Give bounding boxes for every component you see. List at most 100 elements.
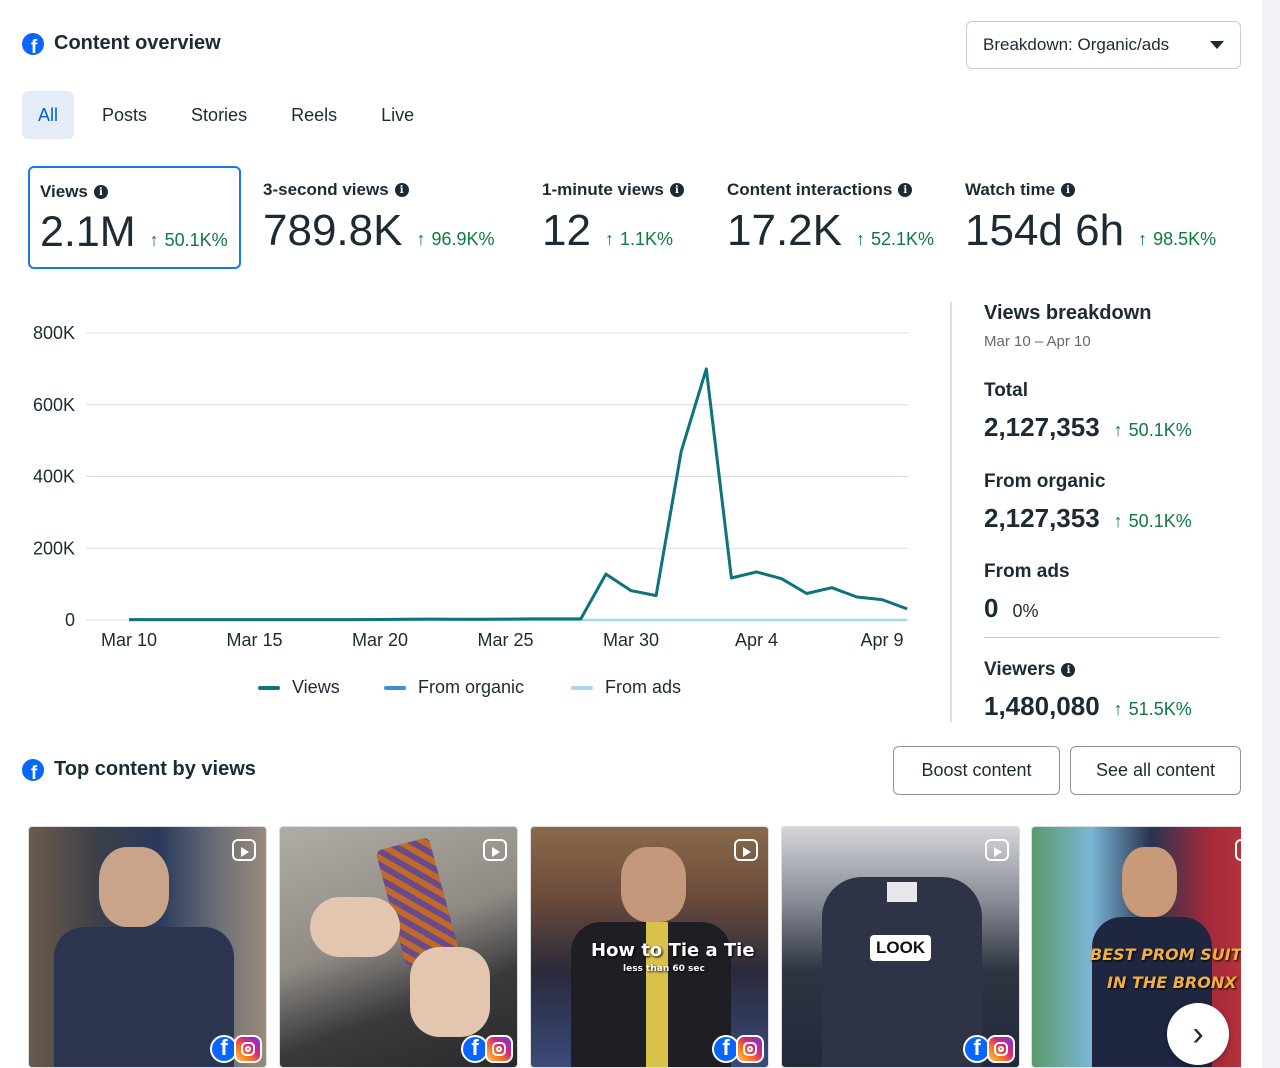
- tab-reels[interactable]: Reels: [291, 104, 338, 125]
- platform-badges: f: [461, 1035, 513, 1063]
- breakdown-ads: From ads 0 0%: [984, 561, 1070, 624]
- info-icon[interactable]: i: [93, 185, 108, 199]
- tab-stories[interactable]: Stories: [191, 104, 248, 125]
- legend-swatch: [258, 685, 280, 690]
- facebook-icon: f: [461, 1035, 489, 1063]
- legend-item-from-organic[interactable]: From organic: [384, 677, 524, 698]
- content-thumbnail[interactable]: f: [28, 826, 267, 1068]
- metric-card-watch-time[interactable]: Watch time i 154d 6h ↑ 98.5K%: [955, 166, 1245, 269]
- content-thumbnail[interactable]: How to Tie a Tie less than 60 sec f: [530, 826, 769, 1068]
- facebook-icon: f: [22, 32, 44, 55]
- instagram-icon: [234, 1035, 262, 1063]
- arrow-up-icon: ↑: [1113, 699, 1123, 719]
- thumbnail-figure: [310, 897, 400, 957]
- reel-icon: [232, 839, 256, 861]
- info-icon[interactable]: i: [1061, 183, 1076, 197]
- info-icon[interactable]: i: [1061, 663, 1076, 677]
- breakdown-dropdown-label: Breakdown: Organic/ads: [983, 35, 1170, 54]
- thumbnail-subcaption: less than 60 sec: [623, 964, 705, 974]
- arrow-up-icon: ↑: [604, 229, 614, 249]
- section-title: Top content by views: [54, 758, 256, 780]
- metric-value: 2.1M ↑ 50.1K%: [40, 208, 228, 256]
- arrow-up-icon: ↑: [416, 229, 426, 249]
- metric-label: Watch time i: [965, 180, 1076, 200]
- tab-posts[interactable]: Posts: [102, 104, 148, 125]
- reel-icon: [1235, 839, 1241, 861]
- metric-card-1-minute-views[interactable]: 1-minute views i 12 ↑ 1.1K%: [532, 166, 707, 269]
- metric-label: 1-minute views i: [542, 180, 684, 200]
- caret-down-icon: [1210, 41, 1224, 49]
- breakdown-total: Total 2,127,353 ↑ 50.1K%: [984, 380, 1192, 443]
- y-tick-label: 0: [65, 610, 75, 630]
- thumbnail-caption: How to Tie a Tie: [591, 940, 755, 961]
- metric-delta: ↑ 98.5K%: [1138, 229, 1217, 249]
- top-content-header: f Top content by views: [22, 758, 256, 781]
- content-thumbnail[interactable]: f: [279, 826, 518, 1068]
- metric-label: Views i: [40, 182, 108, 202]
- facebook-icon: f: [22, 758, 44, 781]
- x-tick-label: Apr 9: [860, 630, 903, 650]
- boost-content-button[interactable]: Boost content: [893, 746, 1060, 795]
- tab-all[interactable]: All: [22, 91, 75, 139]
- thumbnail-caption: LOOK: [870, 935, 932, 961]
- metric-delta: ↑ 50.1K%: [149, 230, 228, 250]
- info-icon[interactable]: i: [669, 183, 684, 197]
- legend-swatch: [571, 685, 593, 690]
- thumbnail-figure: [99, 847, 169, 927]
- y-tick-label: 400K: [33, 467, 75, 487]
- breakdown-organic-value: 2,127,353 ↑ 50.1K%: [984, 503, 1192, 533]
- metric-card-3-second-views[interactable]: 3-second views i 789.8K ↑ 96.9K%: [253, 166, 523, 269]
- thumbnail-figure: [621, 847, 686, 922]
- breakdown-dropdown[interactable]: Breakdown: Organic/ads: [966, 21, 1241, 69]
- breakdown-delta: ↑ 50.1K%: [1113, 511, 1192, 531]
- metric-value: 17.2K ↑ 52.1K%: [727, 206, 935, 255]
- tab-live[interactable]: Live: [381, 104, 415, 125]
- info-icon[interactable]: i: [394, 183, 409, 197]
- breakdown-title: Views breakdown: [984, 302, 1152, 324]
- breakdown-organic-label: From organic: [984, 471, 1106, 492]
- views-line-chart: 0 200K 400K 600K 800K Mar 10 Mar 15 Mar 20 Mar 2…: [33, 323, 908, 650]
- instagram-icon: [485, 1035, 513, 1063]
- legend-item-views[interactable]: Views: [258, 677, 340, 698]
- legend-label: From ads: [605, 677, 682, 697]
- carousel-next-button[interactable]: ›: [1167, 1003, 1229, 1065]
- x-tick-label: Mar 10: [101, 630, 157, 650]
- breakdown-viewers-value: 1,480,080 ↑ 51.5K%: [984, 691, 1192, 721]
- breakdown-ads-value: 0 0%: [984, 593, 1039, 623]
- metric-label: Content interactions i: [727, 180, 913, 200]
- see-all-content-button[interactable]: See all content: [1070, 746, 1241, 795]
- metric-value: 789.8K ↑ 96.9K%: [263, 206, 495, 255]
- facebook-icon: f: [210, 1035, 238, 1063]
- legend-label: From organic: [418, 677, 525, 697]
- thumbnail-figure: [887, 882, 917, 902]
- breakdown-delta: ↑ 51.5K%: [1113, 699, 1192, 719]
- x-tick-label: Mar 20: [352, 630, 408, 650]
- views-breakdown: Views breakdown Mar 10 – Apr 10 Total 2,…: [984, 302, 1224, 721]
- arrow-up-icon: ↑: [855, 229, 865, 249]
- reel-icon: [985, 839, 1009, 861]
- breakdown-divider: [984, 637, 1220, 638]
- info-icon[interactable]: i: [898, 183, 913, 197]
- metric-value: 154d 6h ↑ 98.5K%: [965, 206, 1217, 255]
- vertical-divider: [950, 302, 952, 722]
- arrow-up-icon: ↑: [1113, 420, 1123, 440]
- legend-item-from-ads[interactable]: From ads: [571, 677, 681, 698]
- platform-badges: f: [963, 1035, 1015, 1063]
- reel-icon: [734, 839, 758, 861]
- metric-delta: ↑ 1.1K%: [604, 229, 673, 249]
- breakdown-date-range: Mar 10 – Apr 10: [984, 333, 1091, 350]
- x-tick-label: Apr 4: [735, 630, 778, 650]
- platform-badges: f: [712, 1035, 764, 1063]
- metric-card-views[interactable]: Views i 2.1M ↑ 50.1K%: [28, 166, 241, 269]
- metric-card-content-interactions[interactable]: Content interactions i 17.2K ↑ 52.1K%: [717, 166, 947, 269]
- breakdown-viewers-label: Viewers i: [984, 659, 1192, 681]
- breakdown-delta: ↑ 50.1K%: [1113, 420, 1192, 440]
- y-tick-label: 200K: [33, 538, 75, 558]
- content-thumbnail[interactable]: LOOK f: [781, 826, 1020, 1068]
- breakdown-ads-delta: 0%: [1012, 601, 1039, 621]
- metric-delta: ↑ 52.1K%: [855, 229, 935, 249]
- content-overview-header: f Content overview: [22, 32, 221, 55]
- thumbnail-subcaption: IN THE BRONX: [1107, 973, 1237, 992]
- y-tick-label: 800K: [33, 323, 75, 343]
